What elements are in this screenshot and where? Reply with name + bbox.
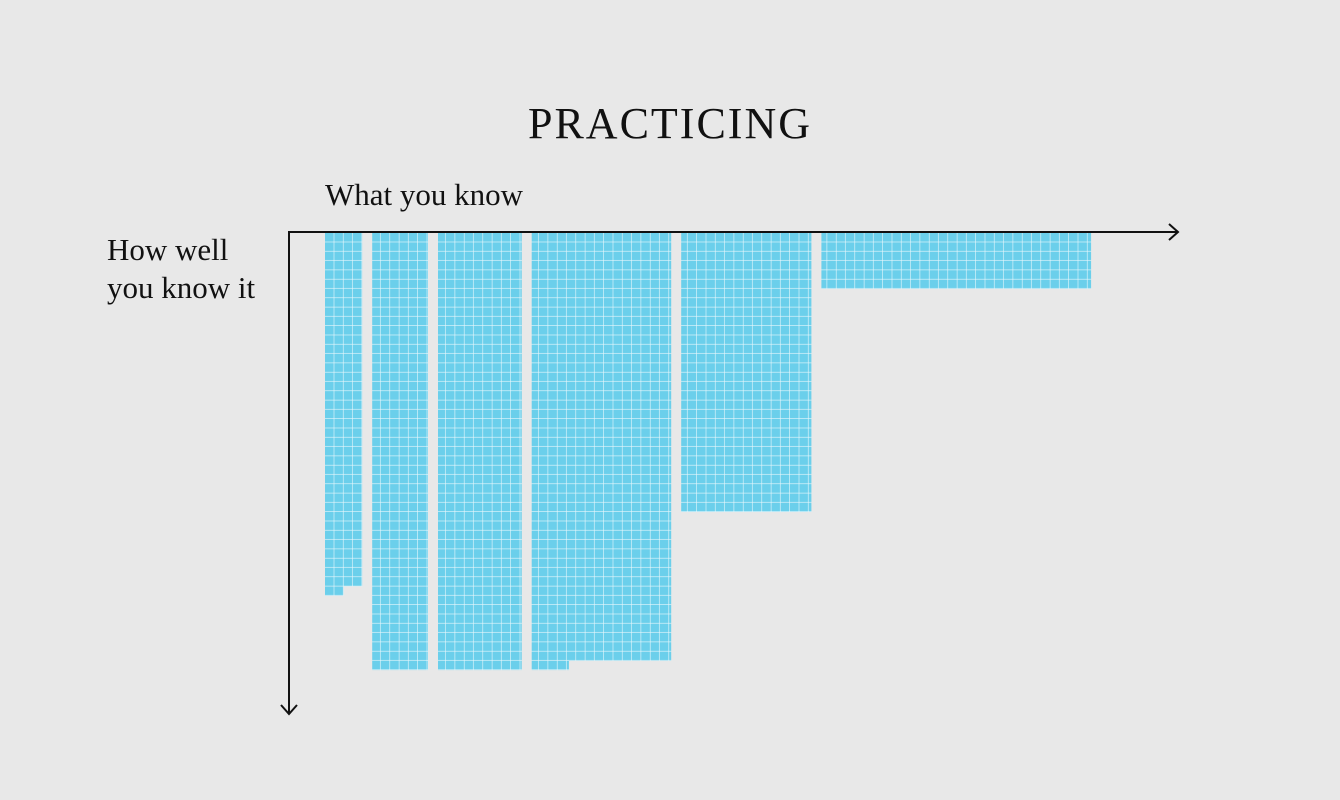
knowledge-block-2 [372,233,428,671]
block-body [531,233,672,661]
knowledge-block-4 [531,233,672,671]
knowledge-blocks [325,233,1092,671]
knowledge-block-1 [325,233,363,596]
block-body [372,233,428,671]
block-body [438,233,522,671]
diagram-title: PRACTICING [527,99,813,148]
block-body [821,233,1092,289]
y-axis-label: How well you know it [107,232,256,305]
axes [280,223,1180,716]
y-axis-arrowhead [280,704,298,716]
block-remainder [325,586,344,596]
block-body [681,233,812,512]
block-remainder [531,660,569,671]
knowledge-block-6 [821,233,1092,289]
x-axis-label: What you know [325,177,524,212]
knowledge-block-3 [438,233,522,671]
x-axis-arrowhead [1168,223,1180,241]
knowledge-block-5 [681,233,812,512]
block-body [325,233,363,587]
